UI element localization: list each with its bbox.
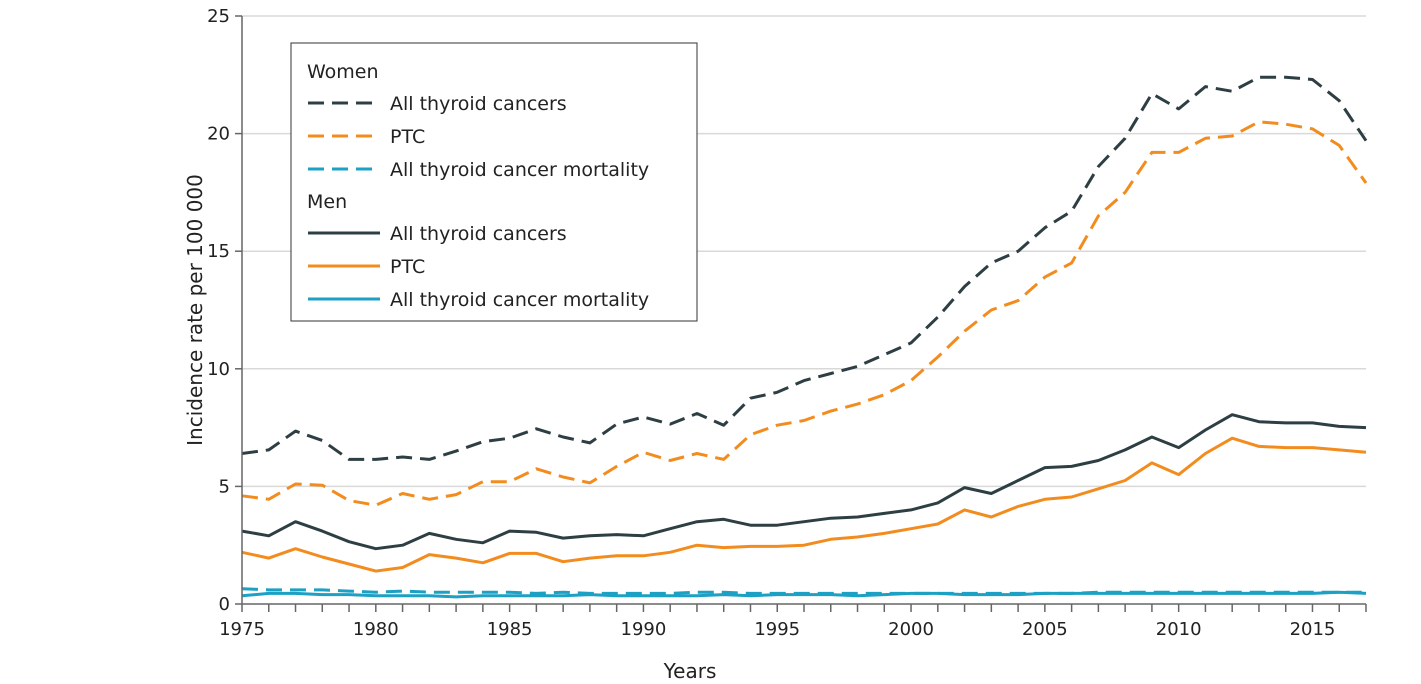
legend-entry: All thyroid cancer mortality <box>390 289 649 311</box>
axes: 0 5 10 15 20 25 1975 1980 1985 1990 1995 2000 2005 20… <box>207 6 1367 640</box>
x-tick-label: 2005 <box>1022 619 1068 640</box>
y-tick-label: 15 <box>207 241 230 262</box>
legend-entry: All thyroid cancers <box>390 223 567 245</box>
x-tick-label: 2015 <box>1290 619 1336 640</box>
y-tick-label: 20 <box>207 124 230 145</box>
series-lines <box>241 75 1368 599</box>
x-tick-label: 1995 <box>754 619 800 640</box>
legend-entry: All thyroid cancer mortality <box>390 159 649 181</box>
legend-entry: PTC <box>390 126 425 148</box>
legend-group-title: Men <box>307 191 347 213</box>
x-tick-label: 1980 <box>353 619 399 640</box>
x-tick-label: 1990 <box>621 619 667 640</box>
legend-entry: All thyroid cancers <box>390 93 567 115</box>
y-axis-label: Incidence rate per 100 000 <box>183 174 207 446</box>
y-tick-label: 5 <box>219 476 230 497</box>
x-tick-label: 1985 <box>487 619 533 640</box>
y-tick-label: 0 <box>219 594 230 615</box>
series-line-women-ptc <box>241 120 1368 507</box>
legend: Women All thyroid cancers PTC All thyroid c… <box>290 42 698 322</box>
y-tick-label: 25 <box>207 6 230 27</box>
x-tick-label: 2010 <box>1156 619 1202 640</box>
x-tick-label: 1975 <box>219 619 265 640</box>
y-tick-label: 10 <box>207 359 230 380</box>
x-tick-label: 2000 <box>888 619 934 640</box>
x-axis-label: Years <box>663 659 717 683</box>
series-line-men-all-thyroid-cancers <box>241 413 1367 551</box>
legend-group-title: Women <box>307 61 379 83</box>
legend-box <box>290 42 698 322</box>
series-line-men-all-thyroid-cancer-mortality <box>241 590 1367 599</box>
series-line-men-ptc <box>241 436 1367 573</box>
legend-entry: PTC <box>390 256 425 278</box>
series-line-women-all-thyroid-cancers <box>241 75 1368 461</box>
